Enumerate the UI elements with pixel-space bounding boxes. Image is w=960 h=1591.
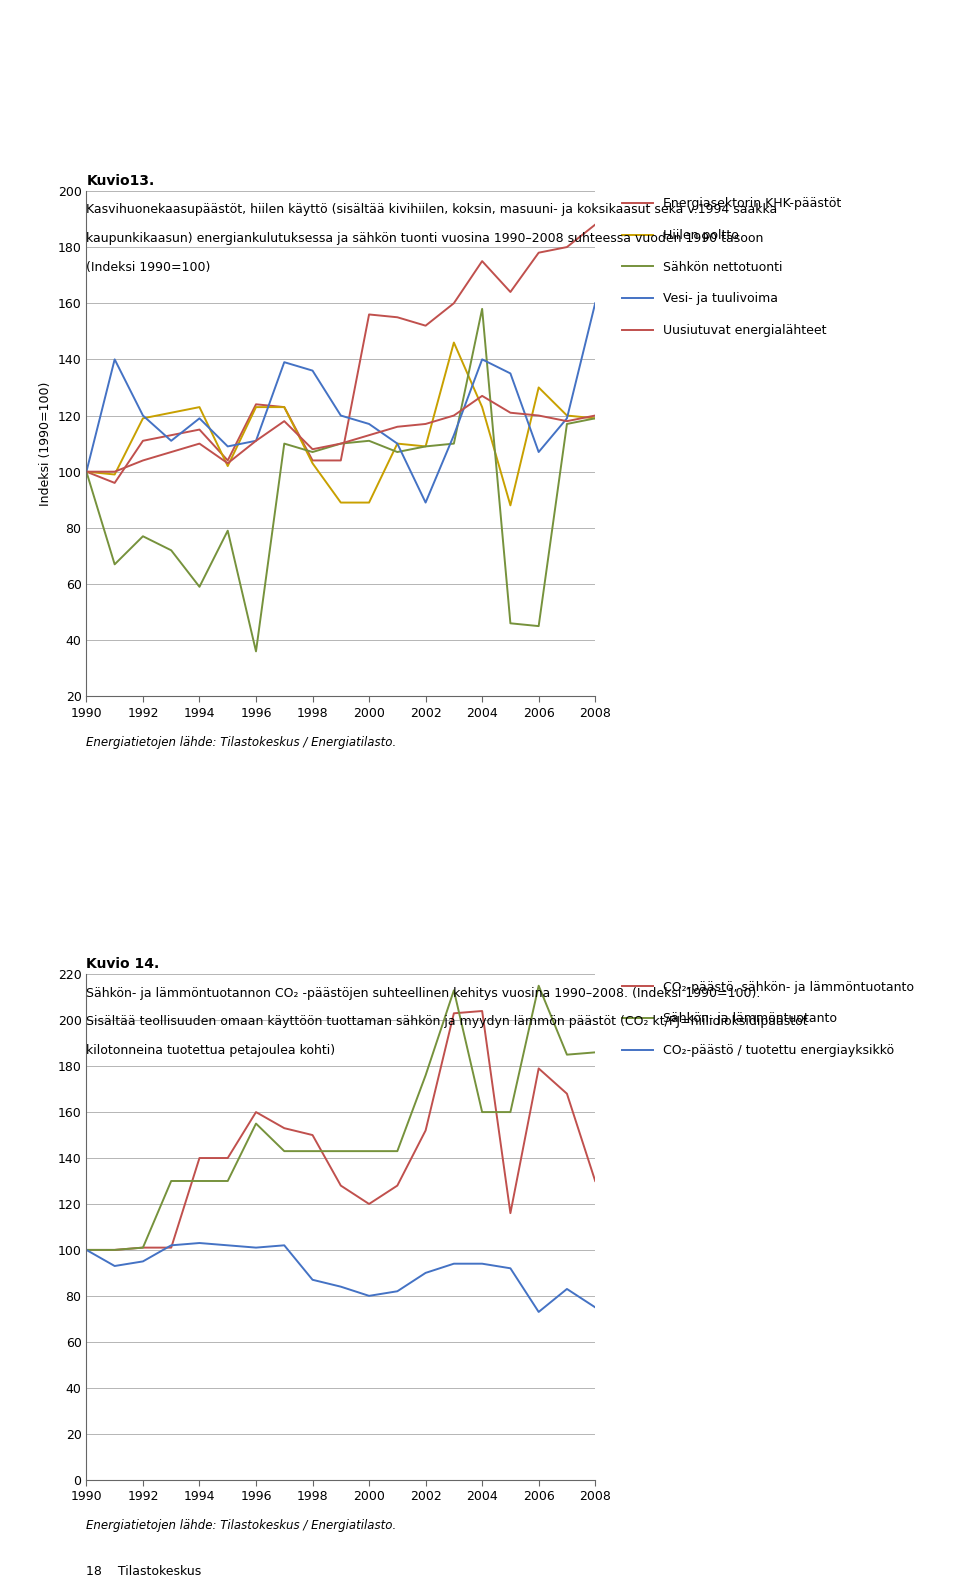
Legend: Energiasektorin KHK-päästöt, Hiilen poltto, Sähkön nettotuonti, Vesi- ja tuulivo: Energiasektorin KHK-päästöt, Hiilen polt… (622, 197, 841, 337)
Text: Kuvio 14.: Kuvio 14. (86, 958, 159, 971)
Y-axis label: Indeksi (1990=100): Indeksi (1990=100) (39, 382, 52, 506)
Text: kilotonneina tuotettua petajoulea kohti): kilotonneina tuotettua petajoulea kohti) (86, 1044, 336, 1056)
Text: Energiatietojen lähde: Tilastokeskus / Energiatilasto.: Energiatietojen lähde: Tilastokeskus / E… (86, 737, 396, 749)
Text: kaupunkikaasun) energiankulutuksessa ja sähkön tuonti vuosina 1990–2008 suhteess: kaupunkikaasun) energiankulutuksessa ja … (86, 232, 764, 245)
Text: Sisältää teollisuuden omaan käyttöön tuottaman sähkön ja myydyn lämmön päästöt (: Sisältää teollisuuden omaan käyttöön tuo… (86, 1015, 808, 1028)
Text: Energiatietojen lähde: Tilastokeskus / Energiatilasto.: Energiatietojen lähde: Tilastokeskus / E… (86, 1519, 396, 1532)
Text: Kuvio13.: Kuvio13. (86, 173, 155, 188)
Text: Sähkön- ja lämmöntuotannon CO₂ -päästöjen suhteellinen kehitys vuosina 1990–2008: Sähkön- ja lämmöntuotannon CO₂ -päästöje… (86, 986, 760, 999)
Text: 18    Tilastokeskus: 18 Tilastokeskus (86, 1566, 202, 1578)
Legend: CO₂-päästö, sähkön- ja lämmöntuotanto, Sähkön- ja lämmöntuotanto, CO₂-päästö / t: CO₂-päästö, sähkön- ja lämmöntuotanto, S… (622, 980, 914, 1056)
Text: (Indeksi 1990=100): (Indeksi 1990=100) (86, 261, 211, 274)
Text: Kasvihuonekaasupäästöt, hiilen käyttö (sisältää kivihiilen, koksin, masuuni- ja : Kasvihuonekaasupäästöt, hiilen käyttö (s… (86, 204, 778, 216)
